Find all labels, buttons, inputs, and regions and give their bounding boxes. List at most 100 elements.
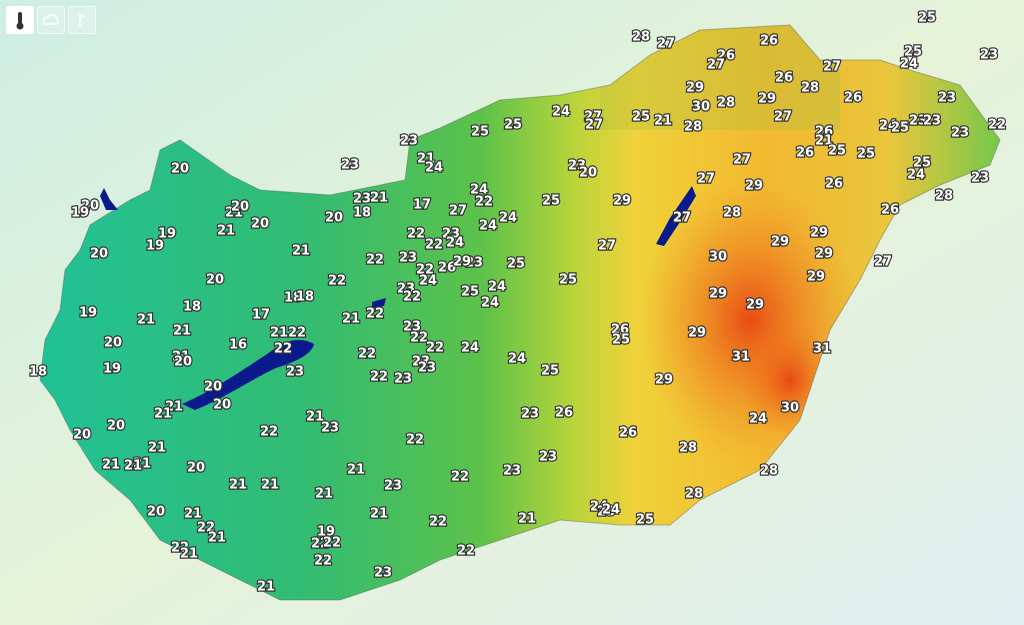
temperature-label: 24 (419, 274, 437, 289)
temperature-label: 19 (158, 227, 176, 242)
temperature-label: 28 (679, 441, 697, 456)
temperature-label: 21 (370, 191, 388, 206)
temperature-label: 20 (73, 428, 91, 443)
temperature-label: 17 (252, 308, 270, 323)
temperature-label: 27 (707, 58, 725, 73)
temperature-label: 19 (317, 525, 335, 540)
lake-tisza (656, 186, 696, 246)
temperature-label: 21 (347, 463, 365, 478)
temperature-label: 26 (825, 177, 843, 192)
temperature-label: 27 (598, 239, 616, 254)
temperature-label: 22 (451, 470, 469, 485)
temperature-label: 21 (417, 152, 435, 167)
temperature-label: 25 (507, 257, 525, 272)
temperature-label: 24 (508, 352, 526, 367)
temperature-label: 18 (353, 206, 371, 221)
temperature-label: 25 (471, 125, 489, 140)
temperature-label: 22 (426, 341, 444, 356)
temperature-label: 18 (29, 365, 47, 380)
temperature-label: 22 (406, 433, 424, 448)
temperature-label: 23 (938, 91, 956, 106)
temperature-label: 18 (284, 291, 302, 306)
temperature-label: 30 (781, 401, 799, 416)
temperature-label: 29 (655, 373, 673, 388)
temperature-label: 23 (286, 365, 304, 380)
temperature-label: 20 (107, 419, 125, 434)
temperature-label: 25 (504, 118, 522, 133)
temperature-label: 25 (541, 364, 559, 379)
temperature-label: 22 (370, 370, 388, 385)
temperature-label: 20 (251, 217, 269, 232)
temperature-label: 21 (815, 134, 833, 149)
temperature-label: 21 (180, 547, 198, 562)
temperature-label: 22 (403, 290, 421, 305)
temperature-label: 23 (597, 505, 615, 520)
temperature-label: 21 (154, 407, 172, 422)
temperature-label: 18 (296, 290, 314, 305)
temperature-label: 21 (654, 114, 672, 129)
temperature-label: 22 (274, 342, 292, 357)
temperature-label: 23 (568, 159, 586, 174)
temperature-label: 21 (102, 458, 120, 473)
temperature-label: 23 (353, 192, 371, 207)
temperature-label: 24 (552, 105, 570, 120)
weather-button[interactable] (37, 6, 65, 34)
temperature-label: 23 (980, 48, 998, 63)
temperature-label: 21 (124, 459, 142, 474)
temperature-label: 21 (342, 312, 360, 327)
temperature-label: 23 (374, 566, 392, 581)
temperature-label: 19 (79, 306, 97, 321)
temperature-label: 21 (229, 478, 247, 493)
temperature-label: 26 (611, 323, 629, 338)
temperature-label: 20 (579, 166, 597, 181)
wind-button[interactable] (68, 6, 96, 34)
temperature-label: 26 (775, 71, 793, 86)
temperature-label: 31 (732, 350, 750, 365)
temperature-label: 25 (857, 147, 875, 162)
temperature-label: 21 (518, 512, 536, 527)
temperature-label: 19 (103, 362, 121, 377)
temperature-label: 29 (686, 81, 704, 96)
temperature-label: 31 (813, 342, 831, 357)
temperature-label: 30 (709, 250, 727, 265)
temperature-label: 27 (449, 204, 467, 219)
temperature-label: 23 (399, 251, 417, 266)
temperature-label: 29 (746, 298, 764, 313)
temperature-label: 26 (438, 261, 456, 276)
temperature-label: 20 (213, 398, 231, 413)
temperature-label: 27 (774, 110, 792, 125)
temperature-label: 28 (632, 30, 650, 45)
temperature-label: 23 (321, 421, 339, 436)
temperature-label: 23 (503, 464, 521, 479)
temperature-button[interactable] (6, 6, 34, 34)
temperature-label: 29 (745, 179, 763, 194)
temperature-label: 23 (341, 158, 359, 173)
temperature-label: 27 (823, 60, 841, 75)
temperature-label: 23 (442, 227, 460, 242)
temperature-label: 28 (717, 96, 735, 111)
temperature-label: 24 (425, 161, 443, 176)
temperature-label: 24 (602, 503, 620, 518)
temperature-label: 24 (461, 341, 479, 356)
temperature-label: 28 (684, 120, 702, 135)
temperature-label: 21 (217, 224, 235, 239)
temperature-label: 22 (171, 541, 189, 556)
temperature-label: 25 (891, 121, 909, 136)
temperature-label: 30 (692, 100, 710, 115)
temperature-label: 23 (403, 320, 421, 335)
temperature-label: 28 (760, 464, 778, 479)
border (39, 24, 1001, 601)
temperature-label: 22 (429, 515, 447, 530)
temperature-label: 23 (951, 126, 969, 141)
temperature-label: 27 (673, 211, 691, 226)
temperature-label: 20 (231, 200, 249, 215)
temperature-label: 22 (197, 521, 215, 536)
temperature-label: 16 (229, 338, 247, 353)
temperature-label: 22 (314, 554, 332, 569)
temperature-label: 21 (261, 478, 279, 493)
temperature-label: 25 (636, 513, 654, 528)
temperature-label: 23 (539, 450, 557, 465)
